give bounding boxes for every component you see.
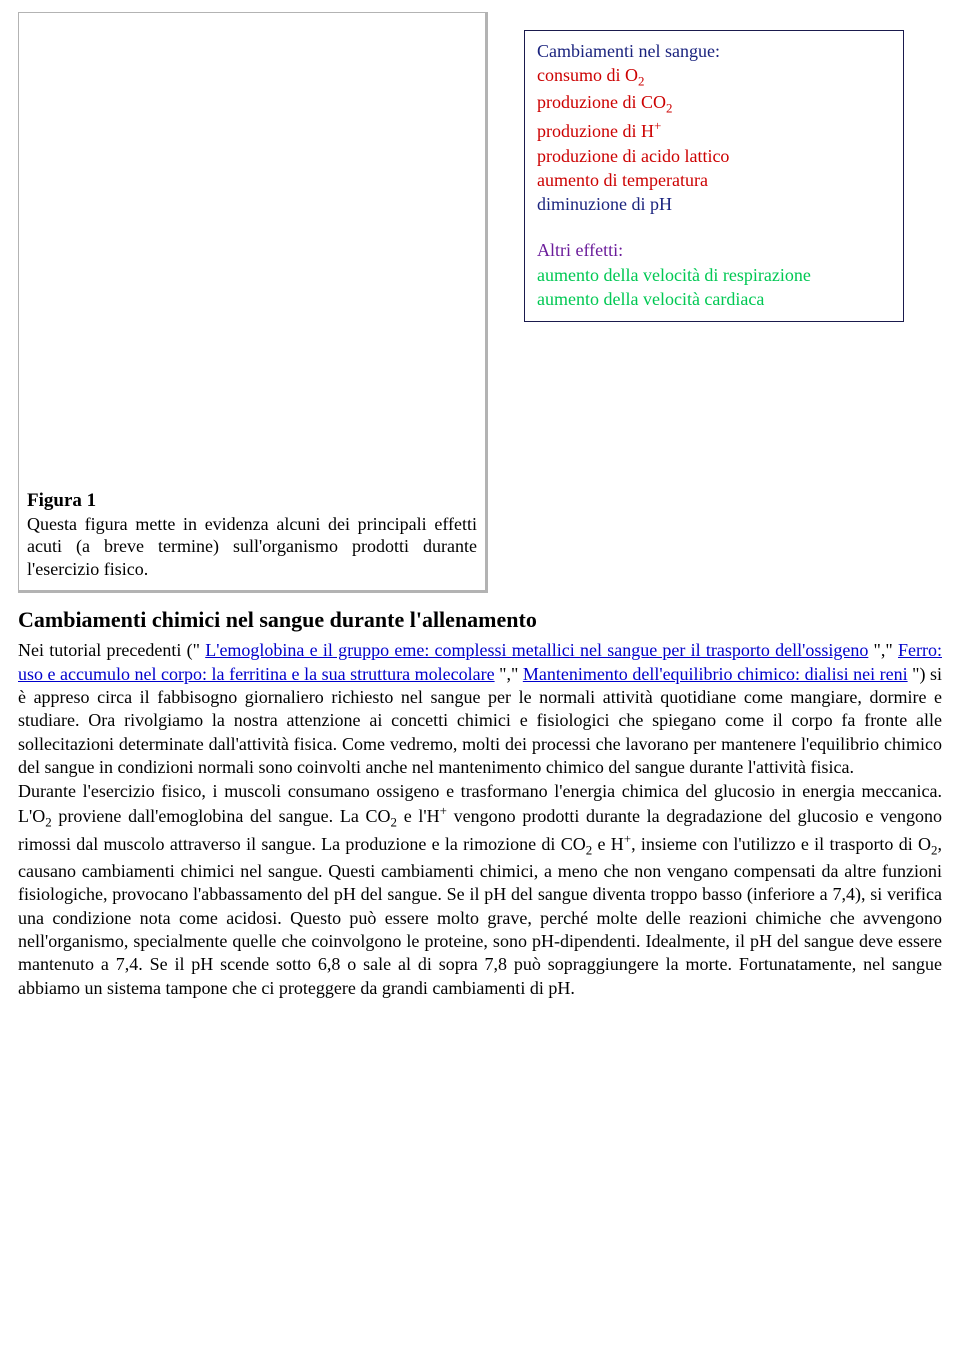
figure-box: Figura 1 Questa figura mette in evidenza… xyxy=(18,12,488,593)
side-box-title-2: Altri effetti: xyxy=(537,238,891,262)
side-box-line-3: produzione di H+ xyxy=(537,117,891,143)
side-box-line-6: diminuzione di pH xyxy=(537,192,891,216)
figure-caption-text: Questa figura mette in evidenza alcuni d… xyxy=(27,514,477,579)
body-paragraph-2: Durante l'esercizio fisico, i muscoli co… xyxy=(18,780,942,1001)
side-box-line-8: aumento della velocità cardiaca xyxy=(537,287,891,311)
side-box-blank xyxy=(537,217,891,239)
figure-image-placeholder xyxy=(19,13,485,483)
section-heading: Cambiamenti chimici nel sangue durante l… xyxy=(18,607,942,633)
link-emoglobina[interactable]: L'emoglobina e il gruppo eme: complessi … xyxy=(205,640,868,660)
figure-title: Figura 1 xyxy=(27,490,96,511)
side-box-title-1: Cambiamenti nel sangue: xyxy=(537,39,891,63)
side-box-line-1: consumo di O2 xyxy=(537,63,891,90)
link-dialisi[interactable]: Mantenimento dell'equilibrio chimico: di… xyxy=(523,664,908,684)
side-box-line-4: produzione di acido lattico xyxy=(537,144,891,168)
figure-caption: Figura 1 Questa figura mette in evidenza… xyxy=(19,483,485,590)
side-box-line-7: aumento della velocità di respirazione xyxy=(537,263,891,287)
body-paragraph-1: Nei tutorial precedenti (" L'emoglobina … xyxy=(18,639,942,779)
side-box-line-2: produzione di CO2 xyxy=(537,90,891,117)
top-row: Figura 1 Questa figura mette in evidenza… xyxy=(18,12,942,593)
side-info-box: Cambiamenti nel sangue: consumo di O2 pr… xyxy=(524,30,904,322)
side-box-line-5: aumento di temperatura xyxy=(537,168,891,192)
